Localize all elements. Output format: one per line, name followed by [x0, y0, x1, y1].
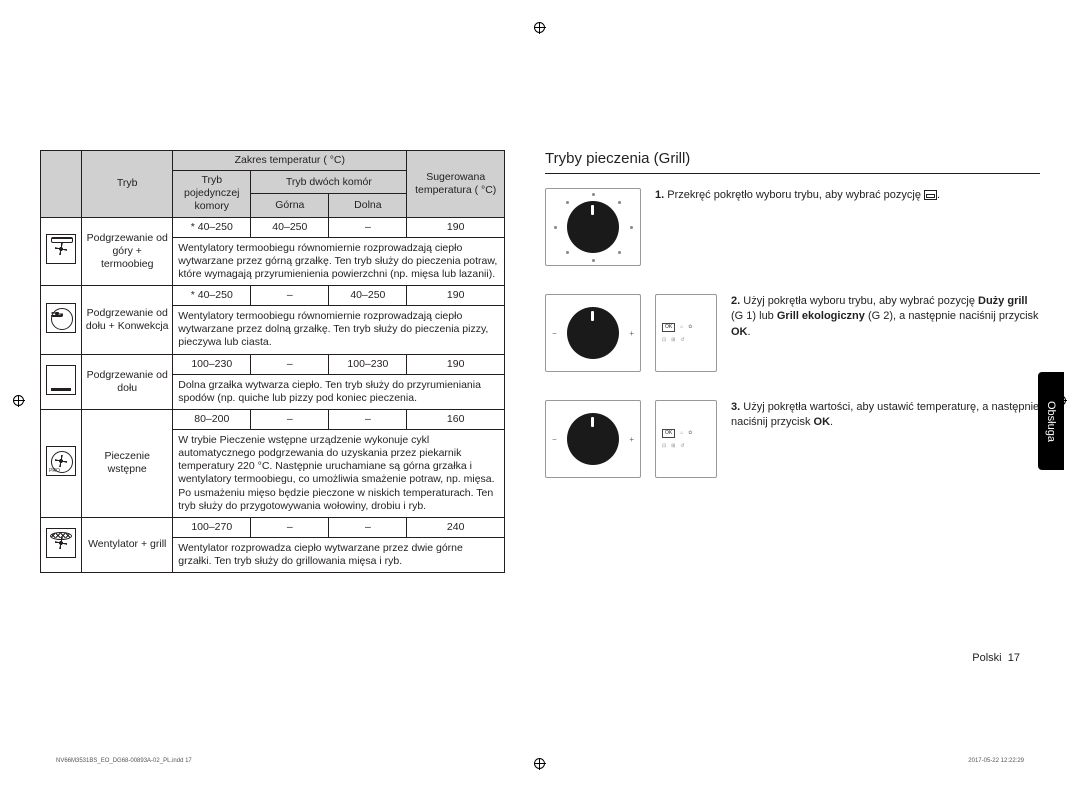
- mode-desc: Wentylatory termoobiegu równomiernie roz…: [173, 237, 505, 285]
- mode-icon: [41, 517, 82, 572]
- mode-icon: [41, 286, 82, 355]
- modes-table: Tryb Zakres temperatur ( °C) Sugerowana …: [40, 150, 505, 573]
- th-tryb: Tryb: [82, 151, 173, 218]
- cell: 100–230: [329, 354, 407, 374]
- value-knob-icon: − +: [545, 400, 641, 478]
- cell: –: [251, 409, 329, 429]
- mode-name: Podgrzewanie od góry + termoobieg: [82, 217, 173, 286]
- cell: –: [251, 354, 329, 374]
- cell: –: [251, 286, 329, 306]
- grill-section: Tryby pieczenia (Grill) 1. Przekręć pokr…: [545, 150, 1040, 573]
- control-panel-icon: OK⌂✿ ⊡⊞↺: [655, 400, 717, 478]
- th-dwoch: Tryb dwóch komór: [251, 171, 407, 194]
- page-content: Tryb Zakres temperatur ( °C) Sugerowana …: [40, 0, 1040, 573]
- file-stamp: NV66M3531BS_EO_DG68-00893A-02_PL.indd 17: [56, 758, 192, 764]
- mode-icon: PRO: [41, 409, 82, 517]
- cell: 100–270: [173, 517, 251, 537]
- crop-mark: [534, 22, 546, 34]
- cell: 190: [407, 286, 505, 306]
- mode-name: Pieczenie wstępne: [82, 409, 173, 517]
- th-zakres: Zakres temperatur ( °C): [173, 151, 407, 171]
- cell: –: [329, 517, 407, 537]
- cell: –: [329, 217, 407, 237]
- cell: –: [329, 409, 407, 429]
- cell: 40–250: [251, 217, 329, 237]
- mode-desc: Wentylatory termoobiegu równomiernie roz…: [173, 306, 505, 354]
- mode-name: Podgrzewanie od dołu: [82, 354, 173, 409]
- cell: 40–250: [329, 286, 407, 306]
- step-2: − + OK⌂✿ ⊡⊞↺ 2. Użyj pokrętła wyboru try…: [545, 294, 1040, 372]
- cell: –: [251, 517, 329, 537]
- cell: * 40–250: [173, 217, 251, 237]
- mode-desc: Dolna grzałka wytwarza ciepło. Ten tryb …: [173, 374, 505, 409]
- cell: 190: [407, 354, 505, 374]
- crop-mark: [534, 758, 546, 770]
- cell: * 40–250: [173, 286, 251, 306]
- step-3: − + OK⌂✿ ⊡⊞↺ 3. Użyj pokrętła wartości, …: [545, 400, 1040, 478]
- cell: 160: [407, 409, 505, 429]
- section-tab: Obsługa: [1038, 372, 1064, 470]
- date-stamp: 2017-05-22 12:22:29: [968, 758, 1024, 764]
- oven-icon: [924, 190, 937, 200]
- page-number: Polski 17: [972, 652, 1020, 664]
- mode-knob-icon: [545, 188, 641, 266]
- modes-table-container: Tryb Zakres temperatur ( °C) Sugerowana …: [40, 150, 505, 573]
- mode-icon: [41, 354, 82, 409]
- section-heading: Tryby pieczenia (Grill): [545, 150, 1040, 174]
- mode-knob-icon: − +: [545, 294, 641, 372]
- mode-desc: Wentylator rozprowadza ciepło wytwarzane…: [173, 537, 505, 572]
- crop-mark: [13, 395, 25, 407]
- step-1: 1. Przekręć pokrętło wyboru trybu, aby w…: [545, 188, 1040, 266]
- control-panel-icon: OK⌂✿ ⊡⊞↺: [655, 294, 717, 372]
- cell: 190: [407, 217, 505, 237]
- step-2-text: 2. Użyj pokrętła wyboru trybu, aby wybra…: [731, 294, 1040, 340]
- th-sugerowana: Sugerowana temperatura ( °C): [407, 151, 505, 218]
- mode-icon: [41, 217, 82, 286]
- th-pojedyncza: Tryb pojedynczej komory: [173, 171, 251, 217]
- th-dolna: Dolna: [329, 194, 407, 217]
- cell: 240: [407, 517, 505, 537]
- mode-name: Podgrzewanie od dołu + Konwekcja: [82, 286, 173, 355]
- step-1-text: 1. Przekręć pokrętło wyboru trybu, aby w…: [655, 188, 1040, 203]
- step-3-text: 3. Użyj pokrętła wartości, aby ustawić t…: [731, 400, 1040, 431]
- cell: 80–200: [173, 409, 251, 429]
- mode-name: Wentylator + grill: [82, 517, 173, 572]
- cell: 100–230: [173, 354, 251, 374]
- th-gorna: Górna: [251, 194, 329, 217]
- mode-desc: W trybie Pieczenie wstępne urządzenie wy…: [173, 430, 505, 518]
